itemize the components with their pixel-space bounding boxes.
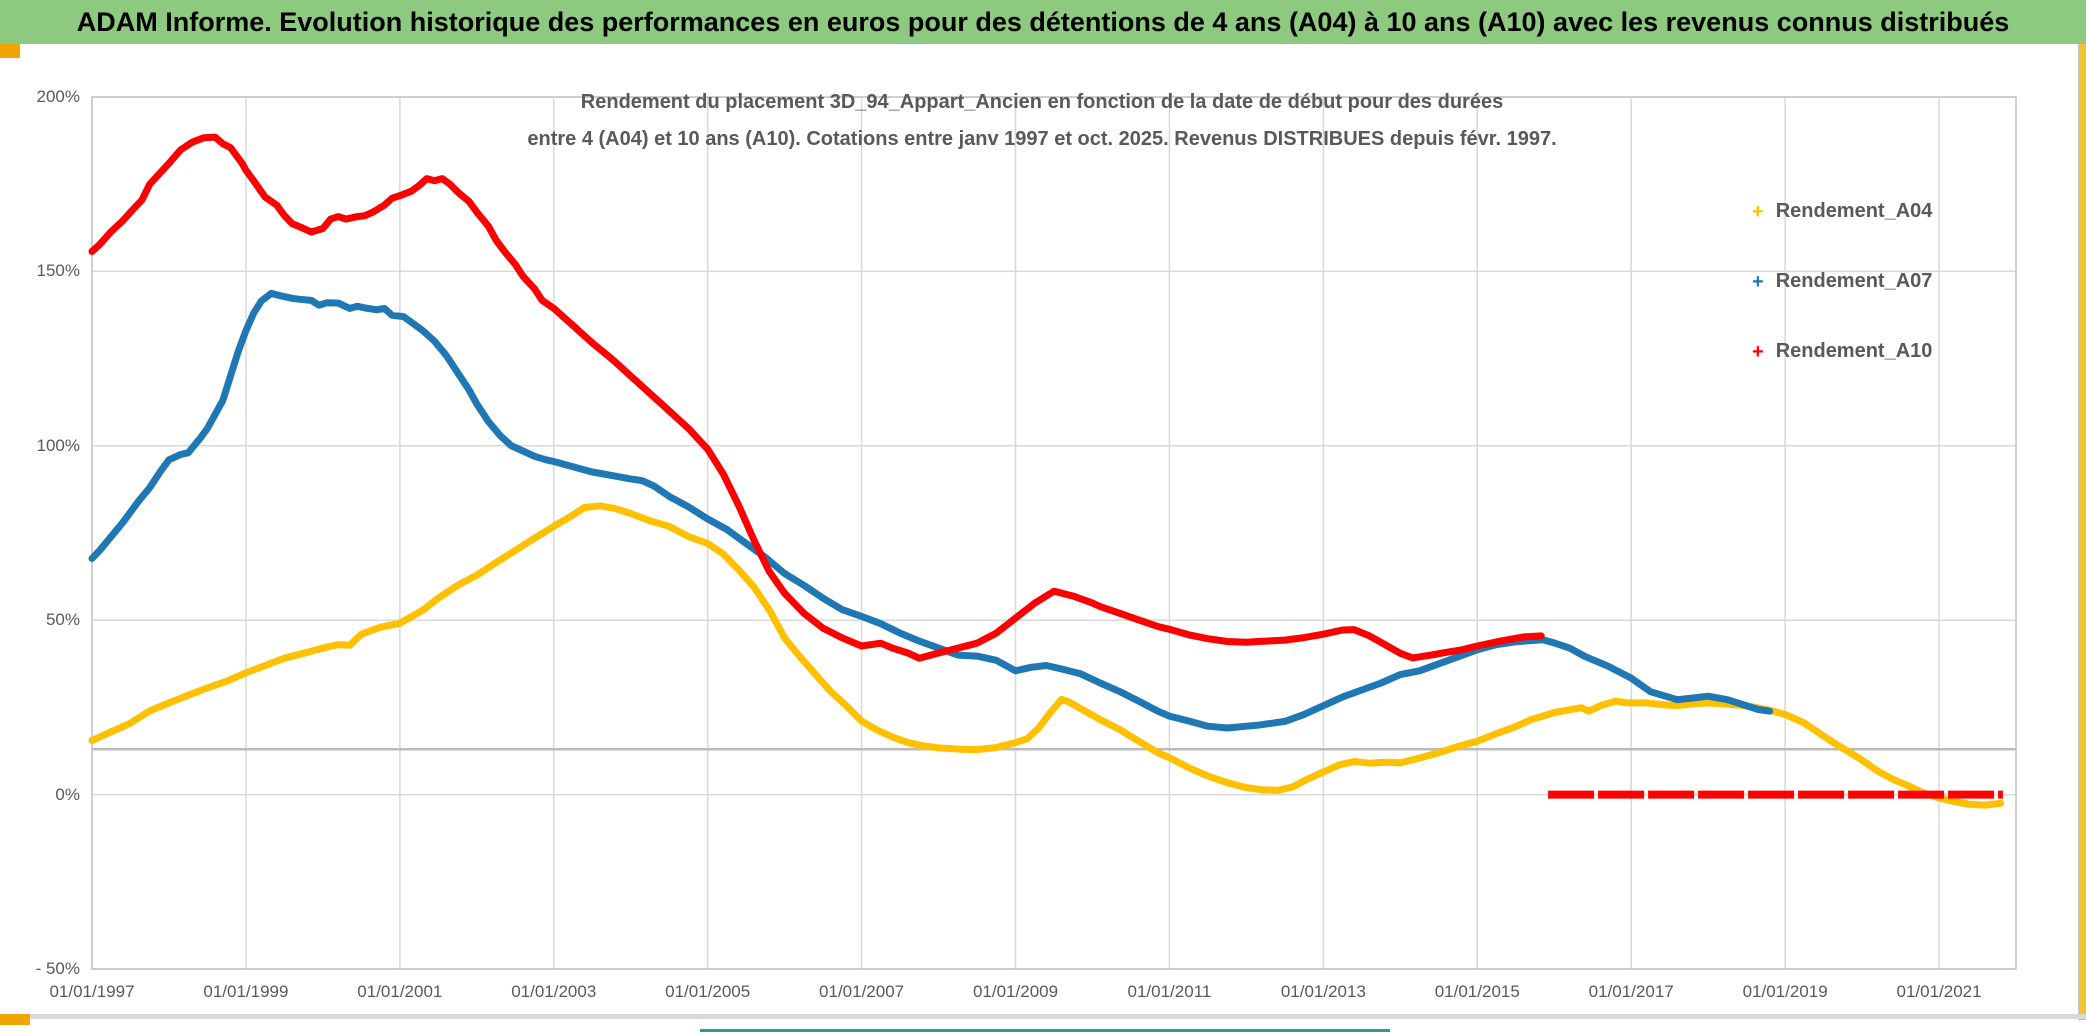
y-tick-label-- 50%: - 50% bbox=[35, 959, 80, 978]
legend-item-rendement_a07: + Rendement_A07 bbox=[1752, 270, 1932, 293]
series-rendement_a04-line bbox=[88, 502, 2005, 809]
right-edge-highlight-strip bbox=[2078, 44, 2086, 1020]
legend-item-rendement_a10: + Rendement_A10 bbox=[1752, 340, 1932, 363]
y-tick-label-200%: 200% bbox=[36, 87, 80, 106]
x-tick-label-1997: 01/01/1997 bbox=[49, 982, 135, 1001]
plot-area-border bbox=[91, 96, 2017, 970]
x-tick-label-2001: 01/01/2001 bbox=[357, 982, 443, 1001]
y-tick-label-50%: 50% bbox=[45, 610, 80, 630]
legend-marker-icon-rendement_a07: + bbox=[1752, 270, 1764, 293]
x-tick-label-2009: 01/01/2009 bbox=[972, 982, 1059, 1001]
series-rendement_a10-line bbox=[88, 133, 1545, 662]
series-rendement_a07-line bbox=[88, 289, 1774, 732]
x-tick-label-2011: 01/01/2011 bbox=[1127, 982, 1212, 1001]
x-tick-label-1999: 01/01/1999 bbox=[203, 982, 289, 1001]
x-tick-label-2005: 01/01/2005 bbox=[665, 982, 751, 1001]
banner-title: ADAM Informe. Evolution historique des p… bbox=[0, 0, 2086, 44]
x-tick-label-2021: 01/01/2021 bbox=[1896, 982, 1982, 1001]
bottom-left-corner-square bbox=[0, 1014, 30, 1025]
y-tick-label-0%: 0% bbox=[55, 784, 80, 804]
legend-label-rendement_a07: Rendement_A07 bbox=[1775, 270, 1933, 292]
legend-label-rendement_a04: Rendement_A04 bbox=[1775, 200, 1933, 222]
legend-marker-icon-rendement_a04: + bbox=[1752, 200, 1764, 223]
chart-legend: + Rendement_A04 + Rendement_A07 + Rendement_A… bbox=[1752, 200, 1932, 363]
bottom-teal-bar bbox=[700, 1029, 1390, 1032]
x-tick-label-2015: 01/01/2015 bbox=[1434, 982, 1520, 1001]
x-tick-label-2019: 01/01/2019 bbox=[1742, 982, 1828, 1001]
x-tick-label-2013: 01/01/2013 bbox=[1280, 982, 1366, 1001]
top-left-corner-square bbox=[0, 44, 20, 58]
y-tick-label-100%: 100% bbox=[36, 435, 80, 455]
legend-item-rendement_a04: + Rendement_A04 bbox=[1752, 200, 1932, 223]
y-tick-label-150%: 150% bbox=[36, 261, 80, 281]
bottom-gray-band bbox=[0, 1014, 2086, 1019]
x-tick-label-2017: 01/01/2017 bbox=[1588, 982, 1674, 1001]
legend-label-rendement_a10: Rendement_A10 bbox=[1775, 340, 1933, 362]
legend-marker-icon-rendement_a10: + bbox=[1752, 340, 1764, 363]
x-tick-label-2003: 01/01/2003 bbox=[511, 982, 597, 1001]
x-tick-label-2007: 01/01/2007 bbox=[819, 982, 905, 1001]
